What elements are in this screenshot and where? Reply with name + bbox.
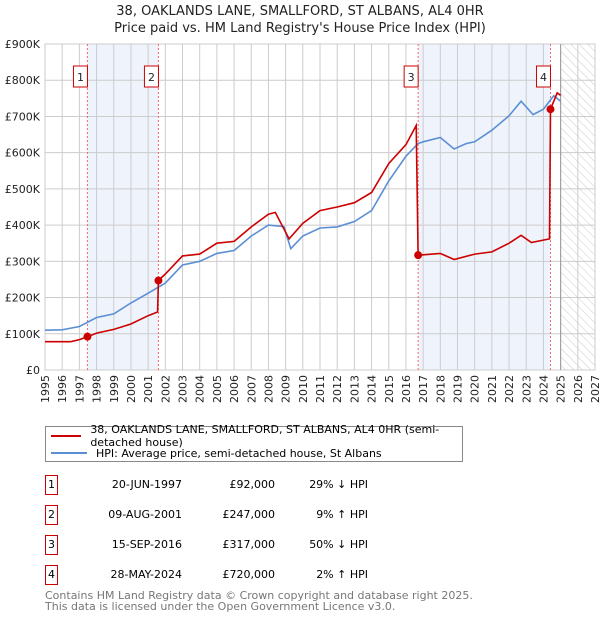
sale-point: [414, 251, 423, 260]
sale-point: [546, 105, 555, 114]
footer-copyright: Contains HM Land Registry data © Crown c…: [45, 589, 473, 602]
sale-hpi-diff: 50% ↓ HPI: [309, 538, 368, 551]
y-tick-label: £500K: [5, 183, 41, 196]
footer-licence: This data is licensed under the Open Gov…: [45, 600, 396, 613]
table-row: 3 15-SEP-2016 £317,000 50% ↓ HPI: [45, 535, 600, 555]
legend: 38, OAKLANDS LANE, SMALLFORD, ST ALBANS,…: [45, 423, 463, 462]
y-tick-label: £400K: [5, 219, 41, 232]
x-tick-label: 2018: [434, 375, 447, 403]
y-tick-label: £200K: [5, 292, 41, 305]
x-tick-label: 2020: [469, 375, 482, 403]
x-tick-label: 2016: [400, 375, 413, 403]
y-tick-label: £900K: [5, 38, 41, 51]
y-tick-label: £800K: [5, 74, 41, 87]
sale-label: 2: [148, 71, 155, 84]
x-tick-label: 1997: [73, 375, 86, 403]
plot-border: [44, 43, 596, 371]
sale-point: [83, 332, 92, 341]
sale-number-badge: 2: [45, 505, 58, 525]
x-tick-label: 2004: [194, 375, 207, 403]
sale-hpi-diff: 2% ↑ HPI: [316, 568, 368, 581]
x-tick-label: 2007: [245, 375, 258, 403]
sale-label-box: [72, 65, 88, 88]
x-tick-label: 2014: [366, 375, 379, 403]
x-tick-label: 2023: [520, 375, 533, 403]
property-price-line: [45, 91, 562, 343]
sale-label: 1: [77, 71, 84, 84]
sale-price: £720,000: [222, 568, 276, 581]
table-row: 4 28-MAY-2024 £720,000 2% ↑ HPI: [45, 565, 600, 585]
sale-label: 4: [540, 71, 547, 84]
table-row: 1 20-JUN-1997 £92,000 29% ↓ HPI: [45, 475, 600, 495]
sale-label-box: [403, 65, 419, 88]
x-tick-label: 2010: [297, 375, 310, 403]
x-tick-label: 2003: [177, 375, 190, 403]
x-tick-label: 2005: [211, 375, 224, 403]
x-tick-label: 2002: [159, 375, 172, 403]
price-chart: 1995 1996 1997 1998 1999 2000 2001 2002 2003 2004…: [5, 38, 600, 403]
sale-number-badge: 1: [45, 475, 58, 495]
hpi-line: [45, 94, 562, 331]
chart-title: 38, OAKLANDS LANE, SMALLFORD, ST ALBANS,…: [116, 4, 484, 19]
y-tick-label: £600K: [5, 147, 41, 160]
x-tick-label: 2017: [417, 375, 430, 403]
sale-number-badge: 3: [45, 535, 58, 555]
x-tick-label: 2024: [537, 375, 550, 403]
x-tick-label: 2022: [503, 375, 516, 403]
legend-label: 38, OAKLANDS LANE, SMALLFORD, ST ALBANS,…: [90, 423, 440, 449]
x-tick-label: 2001: [142, 375, 155, 403]
sale-date: 28-MAY-2024: [110, 568, 182, 581]
table-row: 2 09-AUG-2001 £247,000 9% ↑ HPI: [45, 505, 600, 525]
sale-date: 20-JUN-1997: [111, 478, 182, 491]
x-tick-label: 2015: [383, 375, 396, 403]
x-tick-label: 1999: [108, 375, 121, 403]
x-tick-label: 2011: [314, 375, 327, 403]
x-tick-label: 2025: [555, 375, 568, 403]
sale-hpi-diff: 9% ↑ HPI: [316, 508, 368, 521]
x-tick-label: 2006: [228, 375, 241, 403]
sale-label-box: [143, 65, 159, 88]
sale-price: £317,000: [222, 538, 276, 551]
x-tick-label: 2009: [280, 375, 293, 403]
shaded-period: [418, 44, 551, 370]
sale-date: 15-SEP-2016: [111, 538, 182, 551]
y-tick-label: £100K: [5, 328, 41, 341]
sale-hpi-diff: 29% ↓ HPI: [309, 478, 368, 491]
x-tick-label: 2008: [262, 375, 275, 403]
x-tick-label: 1995: [39, 375, 52, 403]
x-tick-label: 2021: [486, 375, 499, 403]
x-tick-label: 2027: [589, 375, 600, 403]
sale-price: £92,000: [229, 478, 276, 491]
x-tick-label: 2012: [331, 375, 344, 403]
sale-point: [154, 276, 163, 285]
x-tick-label: 1998: [91, 375, 104, 403]
x-tick-label: 2013: [348, 375, 361, 403]
sale-number-badge: 4: [45, 565, 58, 585]
y-tick-label: £300K: [5, 255, 41, 268]
x-tick-label: 2000: [125, 375, 138, 403]
legend-line-red: [51, 435, 82, 437]
y-tick-label: £0: [26, 364, 40, 377]
x-tick-label: 2019: [452, 375, 465, 403]
chart-subtitle: Price paid vs. HM Land Registry's House …: [114, 21, 486, 36]
sale-label: 3: [408, 71, 415, 84]
sale-price: £247,000: [222, 508, 276, 521]
legend-item-property: 38, OAKLANDS LANE, SMALLFORD, ST ALBANS,…: [51, 423, 462, 449]
sale-label-box: [535, 65, 551, 88]
legend-item-hpi: HPI: Average price, semi-detached house,…: [51, 445, 382, 461]
y-tick-label: £700K: [5, 110, 41, 123]
legend-line-blue: [51, 452, 87, 454]
legend-label: HPI: Average price, semi-detached house,…: [96, 446, 382, 460]
sale-date: 09-AUG-2001: [108, 508, 182, 521]
x-tick-label: 1996: [56, 375, 69, 403]
x-tick-label: 2026: [572, 375, 585, 403]
